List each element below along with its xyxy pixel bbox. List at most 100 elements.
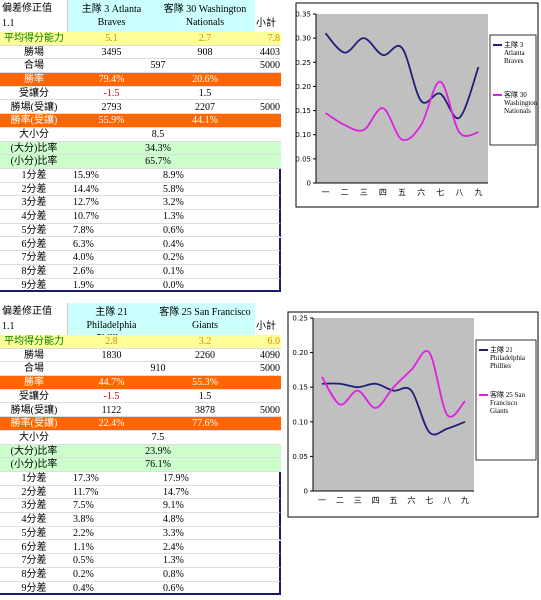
- row-label: (小分)比率: [10, 156, 58, 168]
- home-value: 15.9%: [73, 170, 99, 181]
- home-value: 22.4%: [98, 418, 125, 430]
- row-label: 受讓分: [19, 390, 49, 402]
- table-row: [0, 485, 281, 500]
- y-tick-label: 0.05: [295, 155, 311, 163]
- row-label: 3分差: [21, 197, 47, 209]
- away-value: 4.8%: [163, 514, 184, 526]
- x-tick-label: 六: [417, 187, 425, 197]
- home-value: -1.5: [103, 87, 120, 99]
- table-row: [0, 86, 281, 101]
- away-value: 20.6%: [192, 74, 218, 86]
- table-row: [0, 251, 281, 265]
- home-value: 2793: [101, 101, 122, 113]
- x-tick-label: 七: [436, 188, 444, 197]
- away-value: 14.7%: [163, 486, 189, 498]
- row-label: 5分差: [21, 224, 47, 236]
- home-value: 4.0%: [73, 252, 94, 264]
- table-row: [0, 264, 281, 279]
- away-value: 77.6%: [192, 418, 218, 430]
- row-label: 3分差: [21, 500, 47, 512]
- legend-label: 主隊 3 Atlanta Braves: [504, 41, 525, 65]
- mid-value: 597: [150, 60, 166, 72]
- total-header: 小計: [256, 18, 276, 29]
- series-line: [321, 382, 466, 436]
- legend-label: 客隊 25 San Francisco Giants: [490, 391, 525, 415]
- home-value: 10.7%: [73, 211, 99, 223]
- away-value: 0.6%: [163, 582, 184, 594]
- home-value: 55.9%: [98, 115, 125, 127]
- home-value: 5.1: [105, 33, 118, 44]
- row-label: 4分差: [21, 211, 47, 223]
- total-value: 4403: [260, 46, 280, 58]
- home-value: 0.5%: [73, 555, 94, 567]
- table-row: [0, 376, 281, 390]
- x-tick-label: 九: [461, 496, 469, 505]
- home-value: 0.2%: [73, 568, 94, 580]
- y-tick-label: 0: [307, 180, 311, 188]
- x-tick-label: 二: [336, 496, 344, 505]
- row-label: 9分差: [21, 582, 47, 594]
- away-value: 0.4%: [163, 238, 184, 250]
- table-row: [0, 141, 281, 156]
- x-tick-label: 三: [360, 188, 368, 197]
- row-label: 8分差: [21, 265, 47, 277]
- table-row: [0, 127, 281, 142]
- table-row: [0, 389, 281, 404]
- x-tick-label: 九: [474, 188, 482, 197]
- away-value: 3.3%: [163, 527, 184, 539]
- table-row: [0, 210, 281, 224]
- table-row: [0, 526, 281, 541]
- mid-value: 34.3%: [145, 142, 171, 154]
- y-tick-label: 0.25: [295, 59, 311, 67]
- y-tick-label: 0.20: [295, 83, 311, 91]
- mid-value: 7.5: [151, 431, 165, 443]
- home-value: 1.1%: [73, 541, 94, 553]
- home-value: 17.3%: [73, 473, 99, 484]
- table-row: [0, 403, 281, 418]
- away-value: 17.9%: [163, 473, 189, 484]
- x-tick-label: 一: [322, 188, 330, 197]
- away-value: 0.6%: [163, 224, 184, 236]
- row-label: 受讓分: [19, 87, 49, 99]
- x-tick-label: 八: [443, 496, 451, 505]
- table-row: [0, 430, 281, 445]
- y-tick-label: 0.30: [295, 35, 311, 43]
- away-value: 0.1%: [163, 265, 184, 277]
- correction-label: 偏差修正值: [2, 306, 52, 317]
- home-value: 7.5%: [73, 500, 94, 512]
- row-label: 2分差: [21, 486, 47, 498]
- x-tick-label: 七: [425, 496, 433, 505]
- x-tick-label: 三: [354, 496, 362, 505]
- home-header: 主隊 21 Philadelphia Phillies: [68, 303, 155, 344]
- row-label: 大小分: [19, 431, 49, 443]
- home-value: 11.7%: [73, 486, 99, 498]
- table-row: [0, 278, 281, 293]
- table-row: [0, 114, 281, 128]
- correction-value: 1.1: [2, 321, 15, 332]
- table-row: [0, 567, 281, 582]
- row-label: 4分差: [21, 514, 47, 526]
- legend-box: [475, 339, 537, 461]
- table-row: [0, 182, 281, 197]
- total-value: 5000: [260, 60, 280, 72]
- row-label: 6分差: [21, 238, 47, 250]
- away-value: 1.3%: [163, 555, 184, 567]
- y-tick-label: 0.15: [292, 384, 308, 392]
- y-tick-label: 0.20: [292, 349, 308, 357]
- home-value: 3.8%: [73, 514, 94, 526]
- table-row: [0, 513, 281, 527]
- table-row: [0, 458, 281, 472]
- total-value: 5000: [260, 404, 280, 416]
- table-row: [0, 237, 281, 252]
- series-line: [321, 350, 466, 418]
- x-tick-label: 五: [398, 188, 406, 197]
- row-label: 勝率: [24, 377, 44, 389]
- home-header: 主隊 3 Atlanta Braves: [68, 0, 155, 32]
- home-value: 2.2%: [73, 527, 94, 539]
- row-label: (大分)比率: [10, 142, 58, 154]
- away-value: 0.2%: [163, 252, 184, 264]
- row-label: 合場: [24, 60, 44, 72]
- total-value: 4090: [260, 349, 280, 361]
- away-value: 1.5: [198, 390, 212, 402]
